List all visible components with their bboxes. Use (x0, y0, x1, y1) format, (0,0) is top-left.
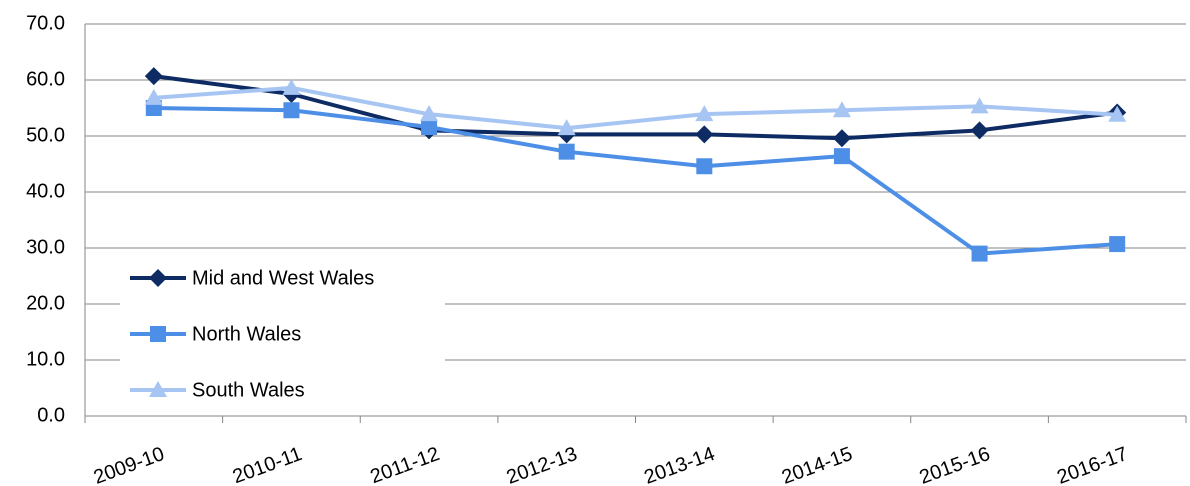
marker (282, 78, 301, 95)
marker (421, 119, 438, 136)
marker (832, 101, 851, 118)
marker (970, 121, 989, 140)
y-tick-label: 20.0 (26, 292, 65, 314)
y-tick-label: 40.0 (26, 180, 65, 202)
marker (1108, 105, 1127, 122)
marker (971, 245, 988, 262)
series-line (153, 85, 1118, 131)
marker (283, 102, 300, 119)
y-tick-label: 60.0 (26, 68, 65, 90)
y-tick-label: 30.0 (26, 236, 65, 258)
series-line (153, 106, 1118, 256)
legend-label: North Wales (192, 323, 301, 345)
marker (149, 269, 167, 287)
series-line (153, 74, 1118, 141)
x-tick-label: 2009-10 (91, 443, 168, 486)
marker (149, 381, 167, 397)
x-tick-label: 2013-14 (641, 443, 718, 486)
marker (150, 326, 166, 342)
x-tick-label: 2010-11 (230, 443, 305, 486)
marker (144, 67, 163, 86)
x-tick-label: 2015-16 (917, 443, 994, 486)
marker (558, 143, 575, 160)
y-tick-label: 70.0 (26, 12, 65, 34)
x-tick-label: 2014-15 (779, 443, 856, 486)
marker (1109, 236, 1126, 253)
marker (832, 129, 851, 148)
legend-label: Mid and West Wales (192, 267, 374, 289)
marker (420, 105, 439, 122)
marker (695, 105, 714, 122)
marker (695, 125, 714, 144)
marker (696, 158, 713, 175)
y-tick-label: 0.0 (37, 404, 65, 426)
x-tick-label: 2016-17 (1054, 443, 1131, 486)
legend-label: South Wales (192, 379, 305, 401)
legend: Mid and West Wales North Wales South Wales (120, 250, 445, 415)
marker (833, 148, 850, 165)
marker (144, 88, 163, 105)
marker (557, 119, 576, 136)
y-tick-label: 50.0 (26, 124, 65, 146)
x-tick-label: 2012-13 (504, 443, 581, 486)
marker (970, 97, 989, 114)
y-tick-label: 10.0 (26, 348, 65, 370)
x-tick-label: 2011-12 (367, 443, 442, 486)
